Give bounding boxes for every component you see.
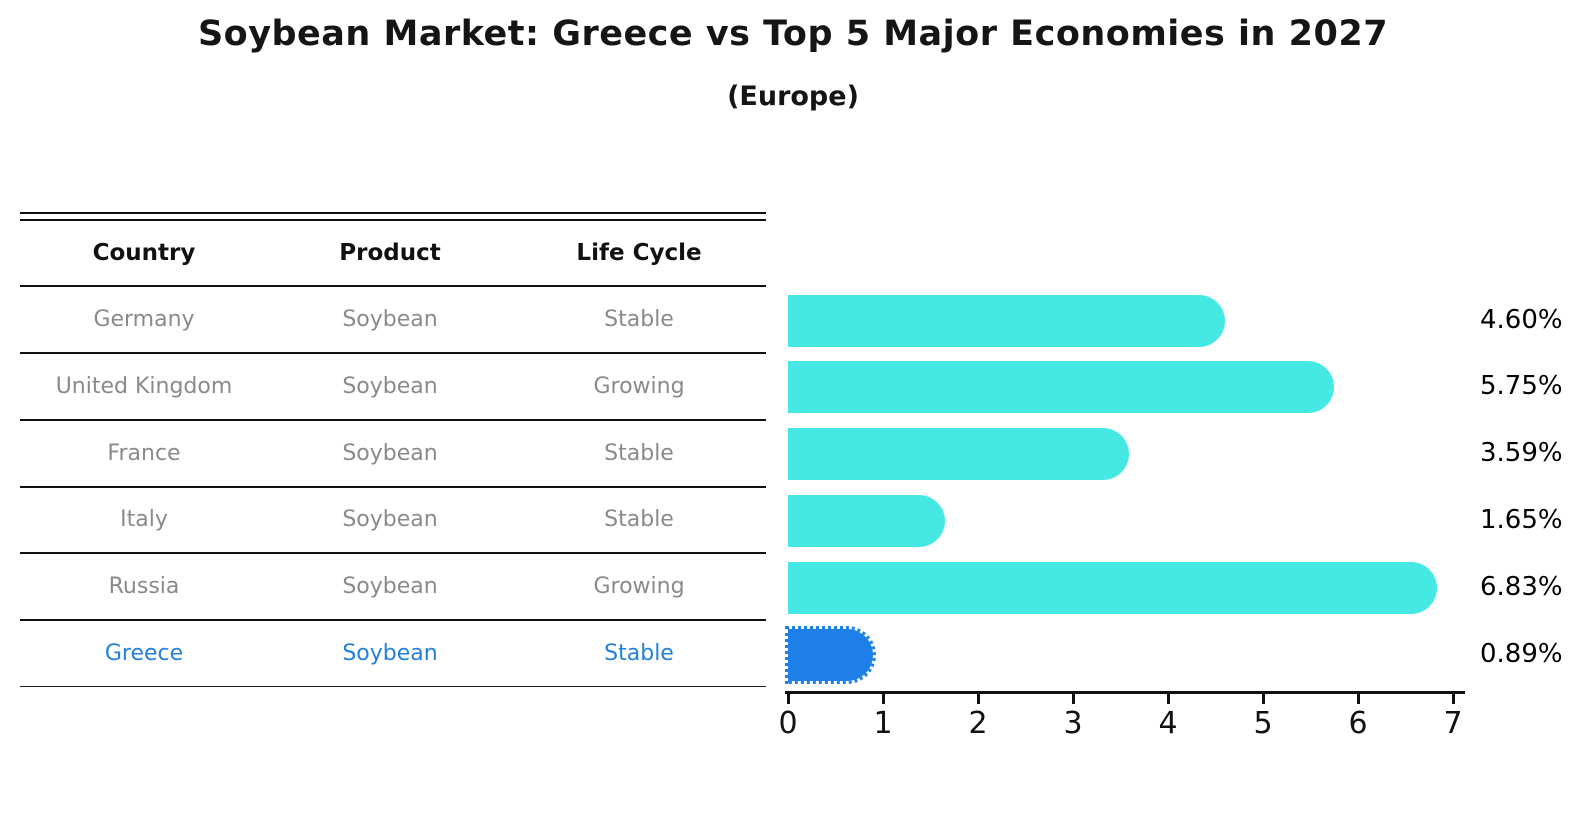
table-cell-country: Greece <box>104 641 184 667</box>
bar-germany <box>788 294 1225 347</box>
table-cell-country: France <box>107 440 181 466</box>
bar-united-kingdom <box>788 361 1335 414</box>
x-axis-tick <box>1451 694 1455 704</box>
x-axis-tick <box>1071 694 1075 704</box>
bar-greece <box>785 625 876 684</box>
table-cell-life-cycle: Stable <box>604 507 674 533</box>
x-axis-tick-label: 2 <box>968 706 988 741</box>
x-axis-tick-label: 0 <box>778 706 798 741</box>
table-top-rule-2 <box>20 219 766 221</box>
x-axis-tick-label: 3 <box>1063 706 1083 741</box>
table-row-italy: Italy Soybean Stable <box>20 488 766 555</box>
table-cell-product: Soybean <box>342 574 438 600</box>
chart-subtitle: (Europe) <box>727 81 859 112</box>
table-row-united-kingdom: United Kingdom Soybean Growing <box>20 354 766 421</box>
table-cell-country: Russia <box>108 574 180 600</box>
x-axis-tick <box>881 694 885 704</box>
table-cell-product: Soybean <box>342 507 438 533</box>
x-axis-tick <box>1261 694 1265 704</box>
table-cell-life-cycle: Stable <box>604 641 674 667</box>
comparison-table: Country Product Life Cycle Germany Soybea… <box>20 212 766 688</box>
x-axis-tick-label: 1 <box>873 706 893 741</box>
table-row-russia: Russia Soybean Growing <box>20 554 766 622</box>
bar-value-label-united-kingdom: 5.75% <box>1480 371 1563 402</box>
x-axis-line <box>785 691 1465 694</box>
table-cell-country: United Kingdom <box>55 373 233 399</box>
bar-russia <box>788 561 1437 614</box>
column-header-life-cycle: Life Cycle <box>576 240 702 266</box>
bar-value-label-france: 3.59% <box>1480 438 1563 469</box>
x-axis-tick <box>1166 694 1170 704</box>
x-axis-tick-label: 4 <box>1158 706 1178 741</box>
table-cell-life-cycle: Growing <box>593 373 685 399</box>
table-row-germany: Germany Soybean Stable <box>20 287 766 354</box>
x-axis-tick-label: 7 <box>1443 706 1463 741</box>
table-row-greece: Greece Soybean Stable <box>20 621 766 688</box>
table-cell-country: Germany <box>93 306 195 332</box>
column-header-country: Country <box>92 240 196 266</box>
column-header-product: Product <box>339 240 441 266</box>
bar-value-label-russia: 6.83% <box>1480 571 1563 602</box>
table-cell-product: Soybean <box>342 306 438 332</box>
bar-value-label-italy: 1.65% <box>1480 505 1563 536</box>
table-row-france: France Soybean Stable <box>20 421 766 488</box>
bar-value-label-germany: 4.60% <box>1480 304 1563 335</box>
table-cell-life-cycle: Stable <box>604 306 674 332</box>
table-cell-country: Italy <box>120 507 168 533</box>
x-axis-tick <box>1356 694 1360 704</box>
table-cell-life-cycle: Stable <box>604 440 674 466</box>
x-axis-tick-label: 6 <box>1348 706 1368 741</box>
chart-title: Soybean Market: Greece vs Top 5 Major Ec… <box>197 14 1389 54</box>
bar-value-label-greece: 0.89% <box>1480 638 1563 669</box>
x-axis-tick <box>976 694 980 704</box>
table-header-row: Country Product Life Cycle <box>20 221 766 287</box>
table-top-rule <box>20 212 766 214</box>
x-axis-tick-label: 5 <box>1253 706 1273 741</box>
bar-italy <box>788 495 945 548</box>
table-cell-product: Soybean <box>342 641 438 667</box>
x-axis-tick <box>786 694 790 704</box>
bar-france <box>788 428 1130 481</box>
table-cell-product: Soybean <box>342 440 438 466</box>
table-cell-life-cycle: Growing <box>593 574 685 600</box>
table-cell-product: Soybean <box>342 373 438 399</box>
table-body: Germany Soybean Stable United Kingdom Soybea… <box>20 287 766 688</box>
